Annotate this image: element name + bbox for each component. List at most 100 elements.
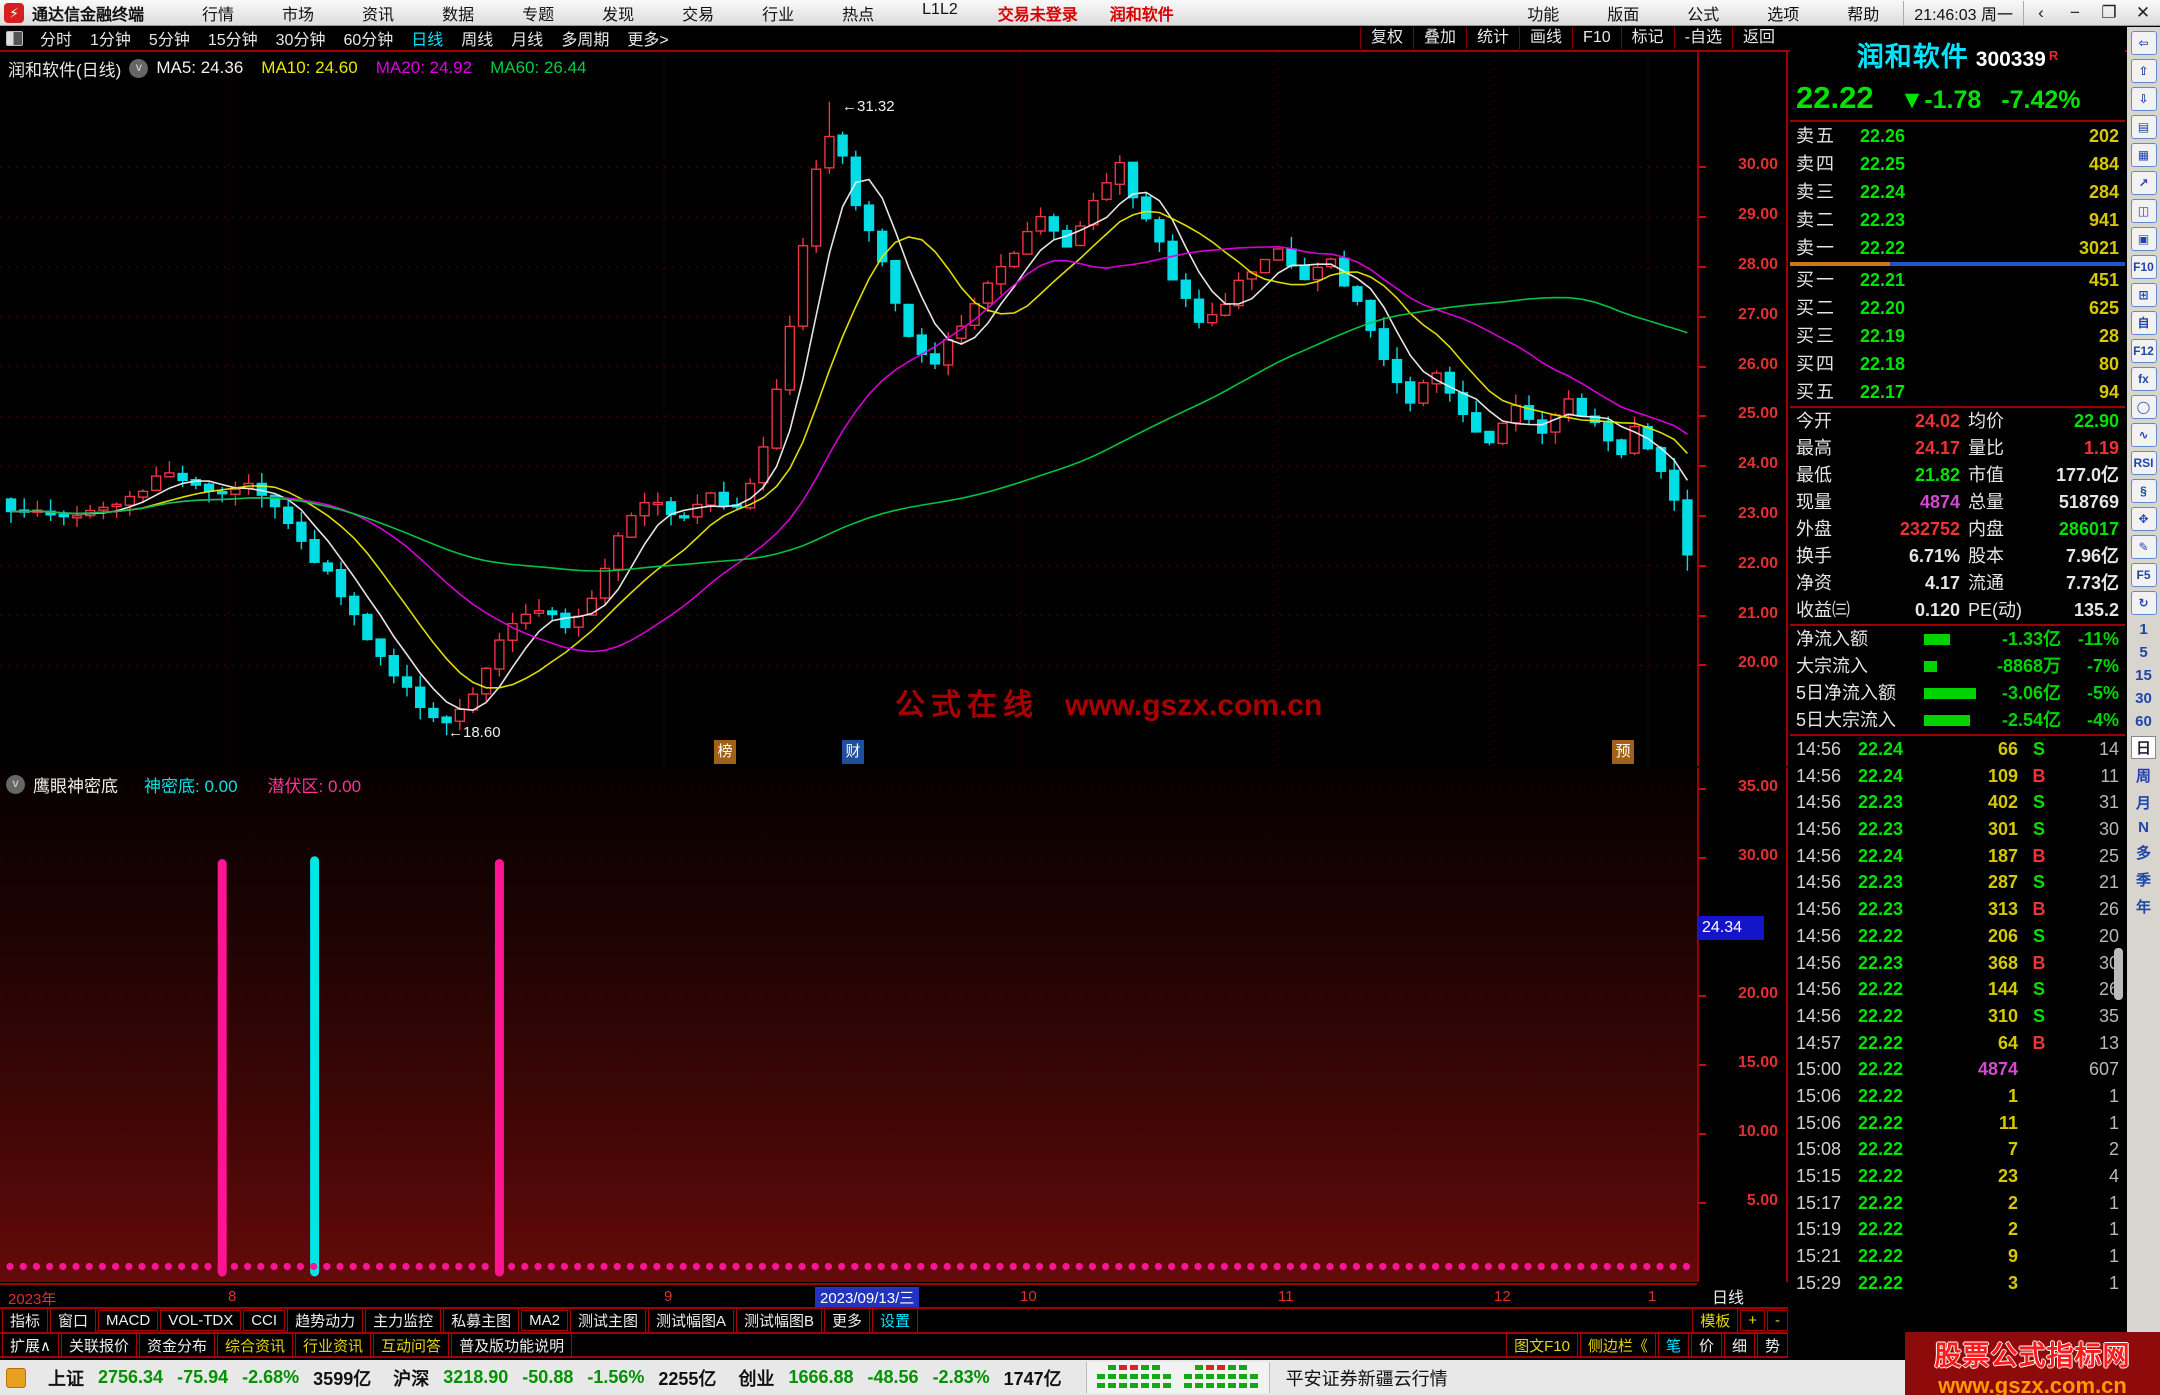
tool-叠加[interactable]: 叠加 [1413,27,1466,49]
trend-line-icon[interactable]: ↗ [2130,171,2157,195]
tab-指标[interactable]: 指标 [2,1308,49,1333]
pencil-icon[interactable]: ✎ [2130,535,2157,559]
menu-item-资讯[interactable]: 资讯 [362,6,395,24]
ask-row[interactable]: 卖三 22.24 284 [1796,182,2119,202]
trade-row[interactable]: 14:56 22.23 287 S 21 [1796,872,2119,893]
tool-F10[interactable]: F10 [1572,27,1621,49]
tab--[interactable]: - [1767,1310,1788,1331]
extend-普及版功能说明[interactable]: 普及版功能说明 [451,1332,573,1358]
status-icon[interactable] [6,1367,26,1388]
trade-row[interactable]: 15:19 22.22 2 1 [1796,1219,2119,1240]
back-arrow-icon[interactable]: ⇦ [2130,31,2157,55]
nav-back-button[interactable]: ‹ [2038,2,2044,22]
trade-row[interactable]: 14:56 22.23 301 S 30 [1796,819,2119,840]
layout-toggle-icon[interactable] [6,30,23,46]
ask-row[interactable]: 卖一 22.22 3021 [1796,238,2119,258]
trade-row[interactable]: 14:56 22.24 66 S 14 [1796,739,2119,759]
rank-list-icon[interactable]: ▦ [2130,143,2157,167]
trade-row[interactable]: 15:29 22.22 3 1 [1796,1272,2119,1293]
shortcut-60[interactable]: 60 [2135,713,2152,730]
close-button[interactable]: ✕ [2135,2,2151,22]
menu-item-行情[interactable]: 行情 [202,6,235,24]
tool--自选[interactable]: -自选 [1673,27,1732,49]
trade-row[interactable]: 14:56 22.24 187 B 25 [1796,845,2119,866]
trade-row[interactable]: 14:56 22.22 206 S 20 [1796,925,2119,946]
period-多周期[interactable]: 多周期 [561,32,610,49]
struct-tree-icon[interactable]: ⊞ [2130,283,2157,307]
menu-item-帮助[interactable]: 帮助 [1847,6,1880,24]
tool-标记[interactable]: 标记 [1620,27,1674,49]
F10-icon[interactable]: F10 [2130,255,2157,279]
menu-item-选项[interactable]: 选项 [1767,6,1800,24]
tab-模板[interactable]: 模板 [1692,1308,1739,1333]
tool-返回[interactable]: 返回 [1731,27,1785,49]
period-30分钟[interactable]: 30分钟 [275,32,326,49]
trade-list-scrollbar[interactable] [2114,948,2123,1000]
period-月线[interactable]: 月线 [511,32,544,49]
zixuan-icon[interactable]: 自 [2130,311,2157,335]
news-badge-预[interactable]: 预 [1612,740,1634,764]
bid-row[interactable]: 买一 22.21 451 [1796,270,2119,290]
tool-统计[interactable]: 统计 [1466,27,1519,49]
menu-item-公式[interactable]: 公式 [1687,6,1720,24]
tab-CCI[interactable]: CCI [243,1310,286,1331]
period-分时[interactable]: 分时 [40,32,73,49]
stock-shortcut[interactable]: 润和软件 [1109,6,1174,24]
menu-item-市场[interactable]: 市场 [282,6,315,24]
extend-互动问答[interactable]: 互动问答 [373,1332,450,1358]
arrow-up-icon[interactable]: ⇧ [2130,59,2157,83]
shortcut-5[interactable]: 5 [2139,644,2148,661]
main-candle-chart[interactable] [0,52,1697,766]
trade-row[interactable]: 14:56 22.22 144 S 26 [1796,979,2119,1000]
tab-主力监控[interactable]: 主力监控 [365,1308,442,1333]
period-日线[interactable]: 日线 [411,32,444,49]
trade-login-status[interactable]: 交易未登录 [997,6,1078,24]
tab-测试幅图B[interactable]: 测试幅图B [735,1308,822,1333]
bid-row[interactable]: 买五 22.17 94 [1796,382,2119,402]
trade-row[interactable]: 15:00 22.22 4874 607 [1796,1059,2119,1080]
F5-icon[interactable]: F5 [2130,563,2157,587]
tab-测试主图[interactable]: 测试主图 [569,1308,646,1333]
trade-row[interactable]: 15:08 22.22 7 2 [1796,1139,2119,1160]
news-icon[interactable]: ▣ [2130,227,2157,251]
shortcut-30[interactable]: 30 [2135,690,2152,707]
date-axis[interactable]: 2023年 8 9 10 11 12 1 2023/09/13/三 [0,1283,1697,1308]
shortcut-季[interactable]: 季 [2135,872,2151,889]
trade-row[interactable]: 14:56 22.23 402 S 31 [1796,792,2119,813]
index-name-沪深[interactable]: 沪深 [393,1368,430,1389]
wave-icon[interactable]: ∿ [2130,423,2157,447]
tool-复权[interactable]: 复权 [1359,27,1413,49]
s-tool-icon[interactable]: § [2130,479,2157,503]
refresh-icon[interactable]: ↻ [2130,591,2157,615]
trade-row[interactable]: 15:15 22.22 23 4 [1796,1166,2119,1186]
menu-item-数据[interactable]: 数据 [442,6,475,24]
index-name-上证[interactable]: 上证 [48,1368,84,1389]
menu-item-热点[interactable]: 热点 [842,6,875,24]
extend-扩展∧[interactable]: 扩展∧ [2,1332,59,1358]
ask-row[interactable]: 卖四 22.25 484 [1796,154,2119,174]
tab-设置[interactable]: 设置 [872,1308,919,1333]
app-logo-icon[interactable]: ⚡ [4,2,24,23]
extend-笔[interactable]: 笔 [1657,1332,1689,1358]
selected-date-label[interactable]: 2023/09/13/三 [815,1287,920,1308]
trade-row[interactable]: 15:06 22.22 1 1 [1796,1085,2119,1106]
tool-画线[interactable]: 画线 [1519,27,1572,49]
bid-row[interactable]: 买三 22.19 28 [1796,326,2119,346]
tab-+[interactable]: + [1740,1310,1765,1331]
period-5分钟[interactable]: 5分钟 [148,32,190,49]
shortcut-N[interactable]: N [2138,819,2149,836]
minimize-button[interactable]: − [2070,2,2080,22]
bid-row[interactable]: 买四 22.18 80 [1796,354,2119,374]
collapse-chevron-icon[interactable]: v [129,58,149,78]
tab-VOL-TDX[interactable]: VOL-TDX [160,1310,242,1331]
trade-row[interactable]: 14:56 22.23 313 B 26 [1796,899,2119,920]
extend-资金分布[interactable]: 资金分布 [139,1332,216,1358]
extend-细[interactable]: 细 [1723,1332,1755,1358]
trade-row[interactable]: 15:06 22.22 11 1 [1796,1112,2119,1133]
indicator-chevron-icon[interactable]: v [6,774,25,794]
index-name-创业[interactable]: 创业 [738,1368,775,1389]
market-heatmap[interactable] [1085,1362,1270,1393]
restore-button[interactable]: ❐ [2101,2,2117,22]
arrow-down-icon[interactable]: ⇩ [2130,87,2157,111]
tab-窗口[interactable]: 窗口 [50,1308,97,1333]
